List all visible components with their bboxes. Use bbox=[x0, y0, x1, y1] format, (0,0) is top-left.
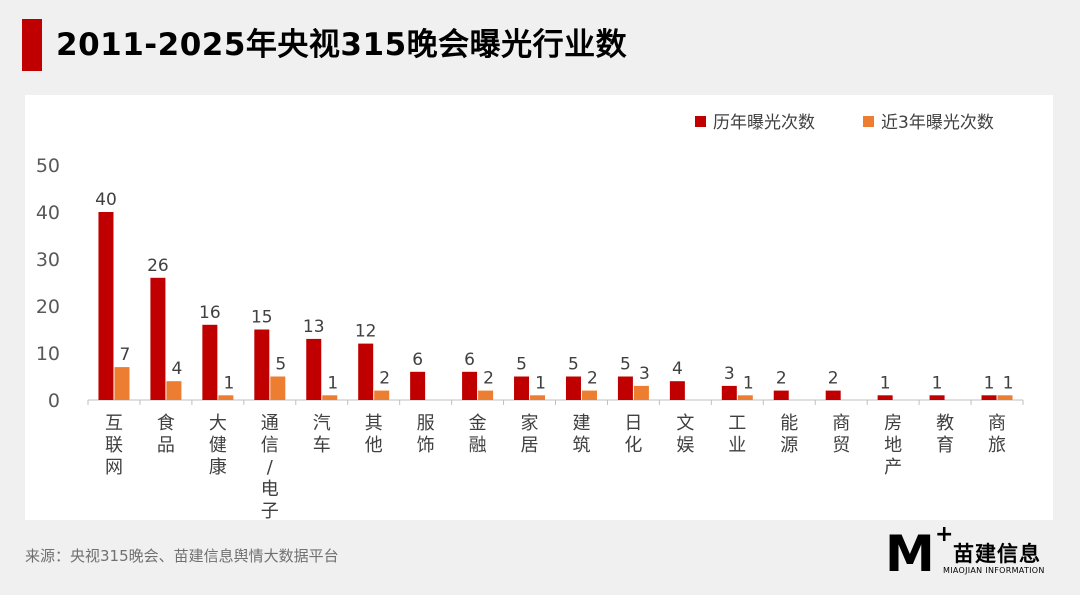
bar-all-years bbox=[358, 343, 374, 400]
source-note: 来源：央视315晚会、苗建信息舆情大数据平台 bbox=[25, 547, 339, 565]
bar-recent-3-years bbox=[166, 381, 182, 400]
bar-recent-3-years bbox=[737, 395, 753, 400]
data-label-recent-3-years: 1 bbox=[327, 373, 338, 393]
bar-recent-3-years bbox=[374, 390, 390, 400]
data-label-all-years: 1 bbox=[984, 373, 995, 393]
bar-all-years bbox=[617, 376, 633, 400]
bar-recent-3-years bbox=[633, 385, 649, 400]
bar-recent-3-years bbox=[270, 376, 286, 400]
data-label-all-years: 6 bbox=[412, 350, 423, 370]
x-tick-label: 商旅 bbox=[988, 413, 1006, 456]
y-tick-label: 10 bbox=[36, 343, 60, 365]
brand-name: 苗建信息 bbox=[953, 542, 1041, 566]
data-label-all-years: 6 bbox=[464, 350, 475, 370]
brand-name-en: MIAOJIAN INFORMATION bbox=[943, 566, 1045, 575]
bar-all-years bbox=[410, 371, 426, 400]
data-label-all-years: 12 bbox=[355, 322, 377, 342]
chart-panel: 0 10 20 30 40 50 40 7 互联网 26 4 食品 16 1 大健康 15 5 通信/电子 13 1 汽… bbox=[25, 95, 1053, 520]
data-label-all-years: 2 bbox=[828, 369, 839, 389]
data-label-all-years: 15 bbox=[251, 308, 273, 328]
x-tick-label: 房地产 bbox=[884, 413, 902, 478]
bar-all-years bbox=[150, 277, 166, 400]
bar-all-years bbox=[929, 395, 945, 400]
x-tick-label: 其他 bbox=[365, 413, 383, 456]
data-label-recent-3-years: 5 bbox=[275, 355, 286, 375]
data-label-all-years: 13 bbox=[303, 317, 325, 337]
bar-recent-3-years bbox=[322, 395, 338, 400]
bar-all-years bbox=[306, 338, 322, 400]
data-label-all-years: 1 bbox=[880, 373, 891, 393]
y-tick-label: 30 bbox=[36, 249, 60, 271]
data-label-all-years: 1 bbox=[932, 373, 943, 393]
page-title: 2011-2025年央视315晚会曝光行业数 bbox=[56, 27, 628, 63]
bar-all-years bbox=[254, 329, 270, 400]
bar-recent-3-years bbox=[581, 390, 597, 400]
bar-all-years bbox=[462, 371, 478, 400]
bar-all-years bbox=[773, 390, 789, 400]
data-label-all-years: 5 bbox=[568, 355, 579, 375]
data-label-recent-3-years: 1 bbox=[1003, 373, 1014, 393]
x-tick-label: 大健康 bbox=[209, 413, 227, 478]
brand-logo: M + 苗建信息 MIAOJIAN INFORMATION bbox=[885, 522, 1055, 583]
data-label-recent-3-years: 2 bbox=[379, 369, 390, 389]
x-tick-label: 汽车 bbox=[313, 413, 331, 456]
x-tick-label: 商贸 bbox=[832, 413, 850, 456]
bar-all-years bbox=[98, 212, 114, 400]
data-label-recent-3-years: 1 bbox=[535, 373, 546, 393]
y-tick-label: 0 bbox=[48, 390, 60, 412]
y-tick-label: 50 bbox=[36, 155, 60, 177]
x-tick-label: 通信/电子 bbox=[261, 413, 279, 520]
data-label-all-years: 5 bbox=[620, 355, 631, 375]
x-tick-label: 文娱 bbox=[676, 413, 694, 456]
bar-all-years bbox=[514, 376, 530, 400]
x-tick-label: 服饰 bbox=[417, 413, 435, 456]
x-tick-label: 家居 bbox=[521, 413, 539, 456]
x-tick-label: 日化 bbox=[624, 413, 642, 456]
data-label-recent-3-years: 1 bbox=[743, 373, 754, 393]
x-tick-label: 食品 bbox=[157, 413, 175, 456]
bar-all-years bbox=[877, 395, 893, 400]
bar-recent-3-years bbox=[997, 395, 1013, 400]
y-tick-label: 20 bbox=[36, 296, 60, 318]
legend-label-recent-3-years: 近3年曝光次数 bbox=[881, 113, 994, 133]
x-tick-label: 金融 bbox=[469, 413, 487, 456]
data-label-all-years: 2 bbox=[776, 369, 787, 389]
data-label-recent-3-years: 7 bbox=[120, 345, 131, 365]
data-label-all-years: 26 bbox=[147, 256, 169, 276]
x-tick-label: 工业 bbox=[728, 413, 746, 456]
bar-chart: 01020304050407互联网264食品161大健康155通信/电子131汽… bbox=[36, 113, 1024, 520]
data-label-recent-3-years: 4 bbox=[172, 359, 183, 379]
bar-recent-3-years bbox=[530, 395, 546, 400]
bar-recent-3-years bbox=[478, 390, 494, 400]
y-tick-label: 40 bbox=[36, 202, 60, 224]
data-label-recent-3-years: 2 bbox=[483, 369, 494, 389]
data-label-all-years: 40 bbox=[95, 190, 117, 210]
title-accent-bar bbox=[22, 19, 42, 71]
legend-swatch-recent-3-years bbox=[863, 116, 874, 127]
data-label-recent-3-years: 3 bbox=[639, 364, 650, 384]
x-tick-label: 能源 bbox=[780, 413, 798, 456]
x-tick-label: 建筑 bbox=[572, 413, 590, 456]
bar-all-years bbox=[721, 385, 737, 400]
brand-plus-icon: + bbox=[935, 522, 954, 547]
bar-recent-3-years bbox=[114, 367, 130, 400]
data-label-recent-3-years: 2 bbox=[587, 369, 598, 389]
legend-swatch-all-years bbox=[695, 116, 706, 127]
data-label-all-years: 5 bbox=[516, 355, 527, 375]
data-label-all-years: 16 bbox=[199, 303, 221, 323]
legend-label-all-years: 历年曝光次数 bbox=[713, 113, 815, 133]
bar-all-years bbox=[669, 381, 685, 400]
bar-all-years bbox=[981, 395, 997, 400]
x-tick-label: 互联网 bbox=[105, 413, 123, 478]
bar-all-years bbox=[825, 390, 841, 400]
bar-all-years bbox=[202, 324, 218, 400]
data-label-recent-3-years: 1 bbox=[223, 373, 234, 393]
bar-all-years bbox=[565, 376, 581, 400]
bar-recent-3-years bbox=[218, 395, 234, 400]
brand-mark: M bbox=[885, 525, 935, 583]
x-tick-label: 教育 bbox=[936, 413, 954, 456]
data-label-all-years: 3 bbox=[724, 364, 735, 384]
data-label-all-years: 4 bbox=[672, 359, 683, 379]
